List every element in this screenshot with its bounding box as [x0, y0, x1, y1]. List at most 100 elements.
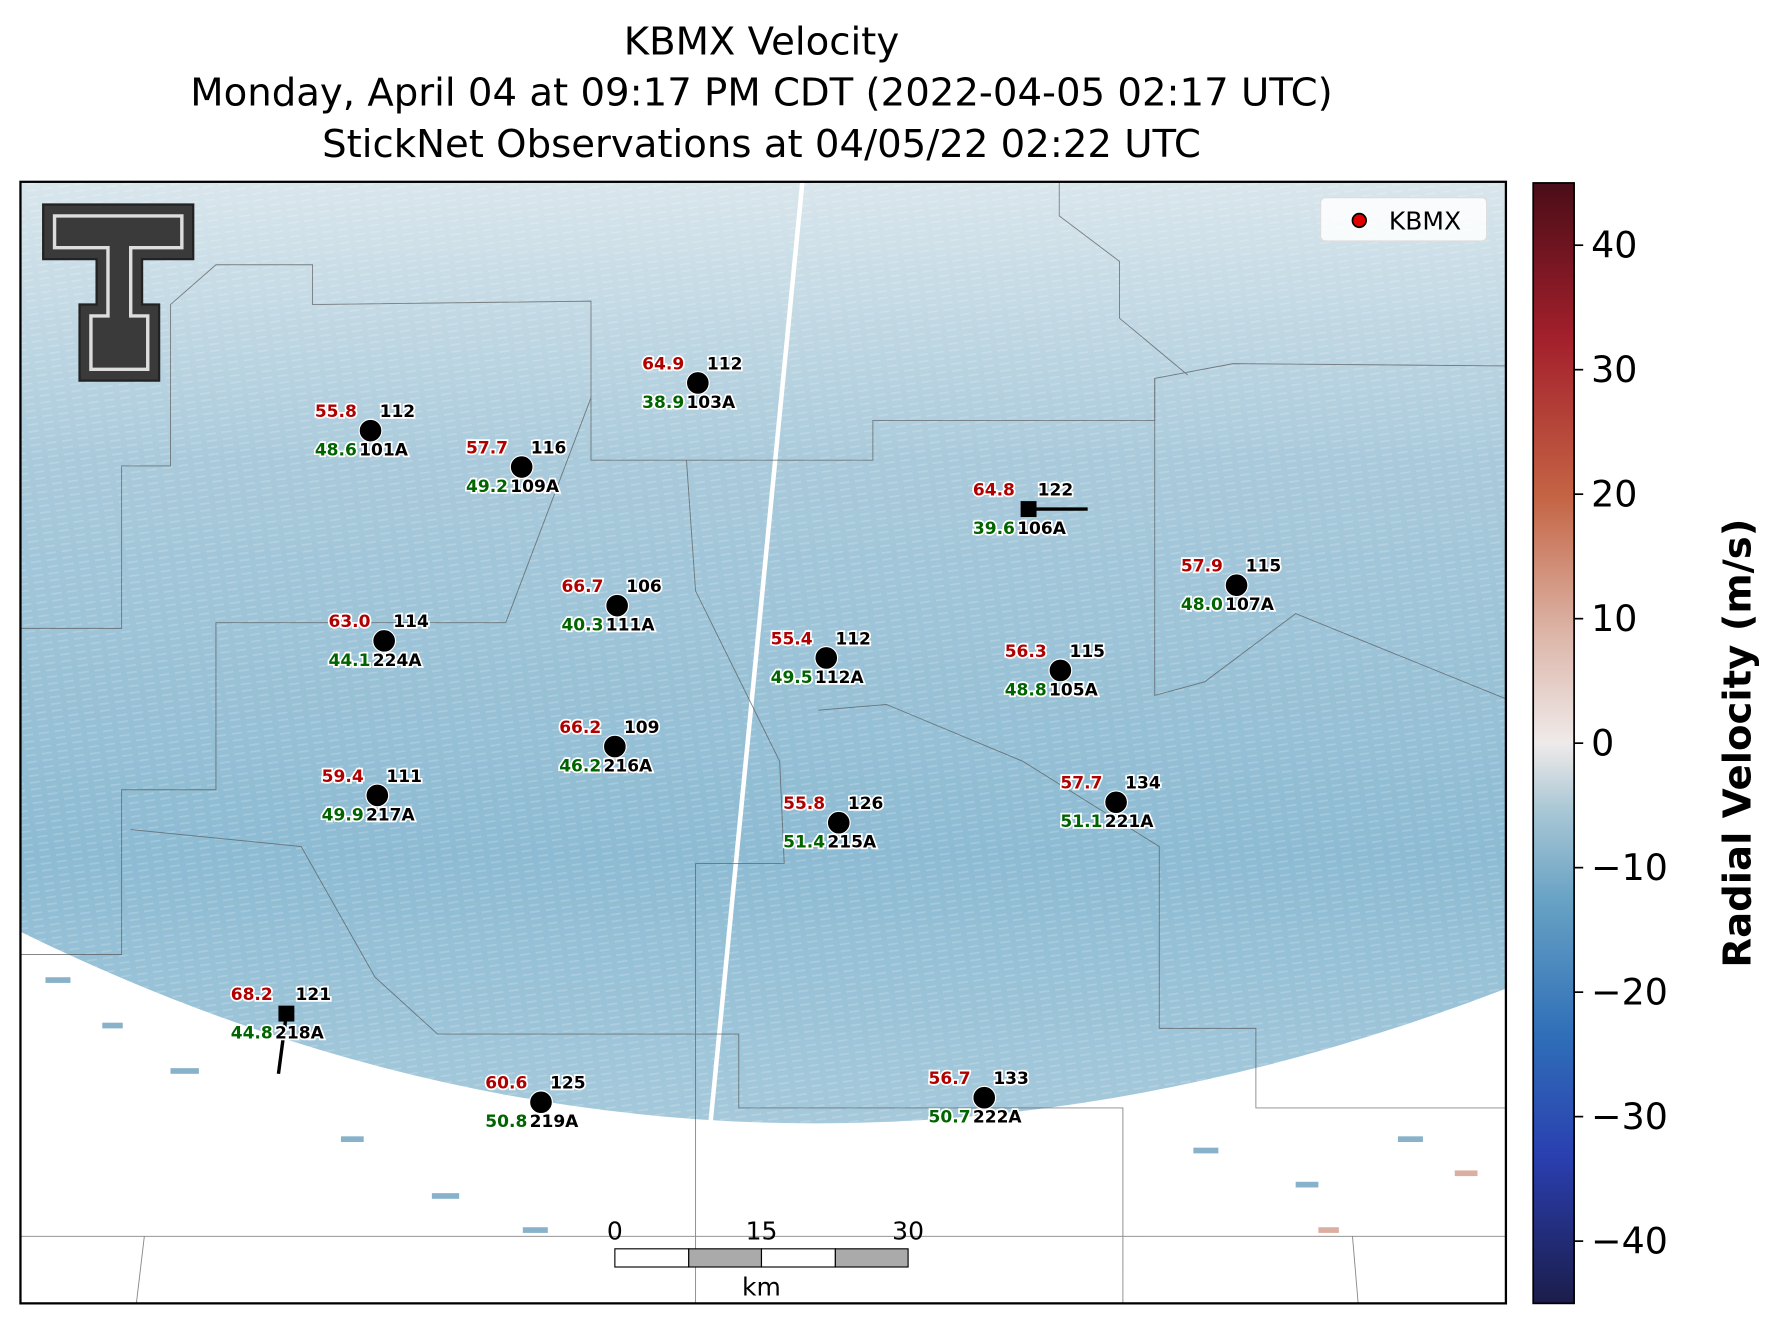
station-top-value: 133	[993, 1069, 1029, 1089]
station-red-value: 56.3	[1005, 642, 1047, 662]
station-id: 109A	[510, 477, 560, 497]
station-marker	[1020, 501, 1037, 518]
no-echo-area	[20, 931, 1506, 1304]
station-id: 111A	[606, 616, 656, 636]
colorbar-tick-label: 0	[1591, 722, 1614, 765]
station-id: 103A	[686, 393, 736, 413]
map-frame	[19, 180, 1508, 1305]
station-layer: 64.9 112 38.9 103A 55.8 112 48.6 101A 57.7 116 49.…	[229, 353, 1283, 1134]
station-top-value: 114	[393, 612, 429, 632]
colorbar-axis: −40 −30 −20 −10 0 10 20 30 40	[1574, 224, 1668, 1263]
title-line: Monday, April 04 at 09:17 PM CDT (2022-0…	[190, 71, 1332, 116]
colorbar-tick-label: −10	[1591, 846, 1668, 889]
station-id: 106A	[1017, 519, 1067, 539]
station-red-value: 57.7	[466, 438, 508, 458]
station-top-value: 115	[1246, 557, 1282, 577]
station-green-value: 44.8	[231, 1024, 273, 1044]
station-green-value: 48.6	[315, 441, 357, 461]
station-red-value: 55.8	[783, 794, 825, 814]
colorbar-tick-label: 40	[1591, 224, 1637, 267]
station-top-value: 112	[835, 629, 871, 649]
scale-bar: 0 15 30 km	[607, 1217, 924, 1302]
station-green-value: 49.9	[322, 805, 364, 825]
colorbar-tick-label: −30	[1591, 1095, 1668, 1138]
station-marker	[602, 734, 627, 759]
station-red-value: 66.2	[559, 718, 601, 738]
title-line: StickNet Observations at 04/05/22 02:22 …	[322, 122, 1201, 167]
station-top-value: 111	[386, 767, 422, 787]
scale-label: 0	[607, 1217, 623, 1246]
station-green-value: 50.7	[929, 1108, 971, 1128]
station-red-value: 55.8	[315, 402, 357, 422]
station-red-value: 63.0	[328, 612, 370, 632]
station-green-value: 46.2	[559, 757, 601, 777]
station-red-value: 57.7	[1060, 774, 1102, 794]
station-id: 221A	[1105, 812, 1155, 832]
station-id: 218A	[275, 1024, 325, 1044]
colorbar-label: Radial Velocity (m/s)	[1715, 519, 1760, 968]
map: 64.9 112 38.9 103A 55.8 112 48.6 101A 57.7 116 49.…	[20, 181, 1506, 1304]
station-red-value: 66.7	[561, 577, 603, 597]
station-green-value: 40.3	[561, 616, 603, 636]
station-red-value: 64.8	[973, 480, 1015, 500]
station-top-value: 115	[1069, 642, 1105, 662]
station-green-value: 49.2	[466, 477, 508, 497]
legend: KBMX	[1320, 197, 1488, 242]
station-marker	[605, 593, 630, 618]
station-green-value: 38.9	[642, 393, 684, 413]
station-id: 216A	[604, 757, 654, 777]
station-marker	[365, 783, 390, 808]
station-id: 217A	[366, 805, 416, 825]
station-marker	[1224, 573, 1249, 598]
legend-marker	[1351, 212, 1367, 229]
station-id: 107A	[1225, 595, 1275, 615]
legend-label: KBMX	[1389, 207, 1461, 236]
colorbar-tick-label: −40	[1591, 1220, 1668, 1263]
station-id: 222A	[973, 1108, 1023, 1128]
station-marker	[278, 1005, 295, 1022]
scale-unit: km	[742, 1272, 781, 1301]
station-top-value: 125	[550, 1074, 586, 1094]
station-marker	[972, 1085, 997, 1110]
station-marker	[814, 646, 839, 670]
station-id: 101A	[359, 441, 409, 461]
station-id: 105A	[1049, 680, 1099, 700]
radar-beam-gap	[706, 181, 805, 1137]
station-top-value: 112	[380, 402, 416, 422]
station-top-value: 122	[1038, 480, 1074, 500]
station-marker	[1048, 658, 1073, 683]
station-green-value: 49.5	[771, 668, 813, 688]
station-red-value: 60.6	[485, 1074, 527, 1094]
station-marker	[529, 1090, 553, 1115]
station-green-value: 51.4	[783, 833, 825, 853]
station-green-value: 51.1	[1060, 812, 1102, 832]
station-red-value: 55.4	[771, 629, 813, 649]
station-red-value: 64.9	[642, 354, 684, 374]
station-green-value: 48.8	[1005, 680, 1047, 700]
station-red-value: 57.9	[1181, 557, 1223, 577]
station-marker	[826, 810, 851, 835]
station-id: 224A	[373, 651, 423, 671]
colorbar-tick-label: 20	[1591, 473, 1637, 516]
wind-barb	[276, 1013, 289, 1075]
title-line: KBMX Velocity	[624, 20, 899, 65]
scattered-echoes	[45, 977, 1478, 1233]
station-red-value: 59.4	[322, 767, 364, 787]
station-top-value: 116	[531, 438, 567, 458]
station-marker	[372, 628, 397, 653]
station-marker	[358, 418, 383, 443]
station-id: 112A	[815, 668, 865, 688]
station-green-value: 39.6	[973, 519, 1015, 539]
station-top-value: 121	[296, 985, 332, 1005]
colorbar-tick-label: 30	[1591, 348, 1637, 391]
station-top-value: 109	[624, 718, 660, 738]
station-top-value: 112	[707, 354, 743, 374]
colorbar	[1532, 182, 1575, 1305]
scale-label: 15	[746, 1217, 778, 1246]
colorbar-tick-label: −20	[1591, 971, 1668, 1014]
station-red-value: 68.2	[231, 985, 273, 1005]
scale-label: 30	[892, 1217, 924, 1246]
station-marker	[1104, 790, 1129, 815]
logo	[42, 203, 195, 382]
station-green-value: 50.8	[485, 1112, 527, 1132]
